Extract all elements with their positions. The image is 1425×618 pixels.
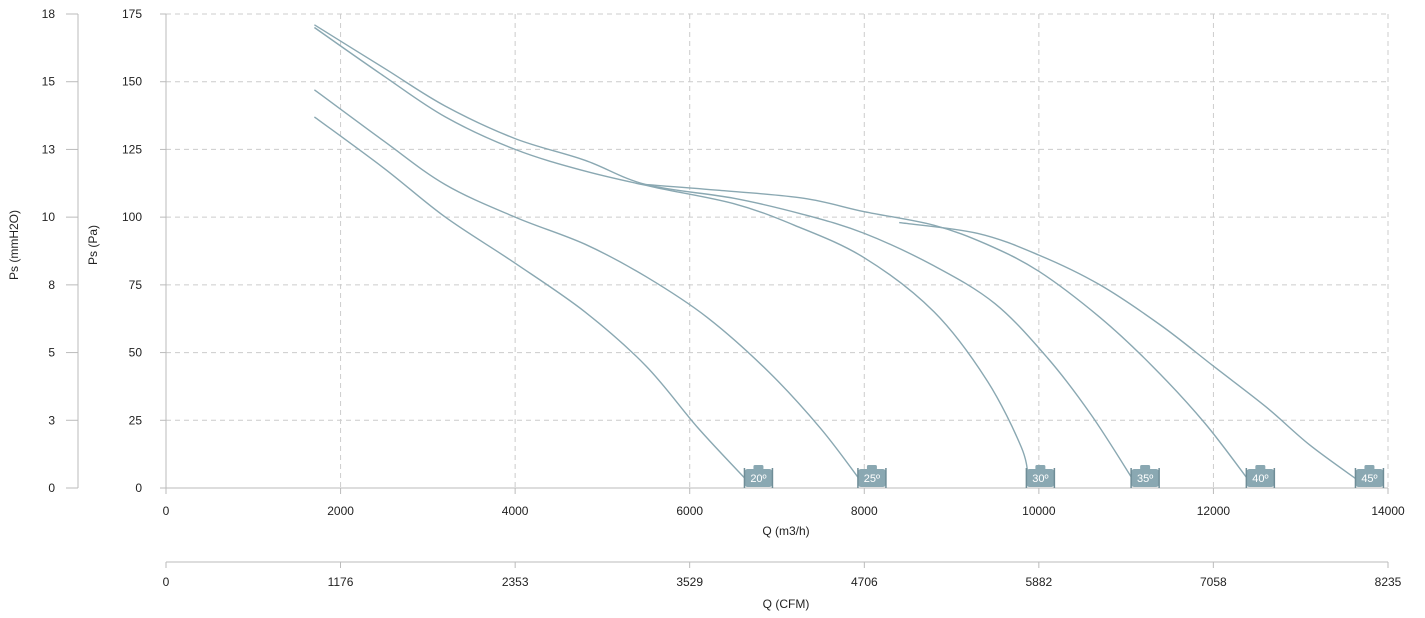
y2-tick-label: 15 — [42, 75, 56, 89]
x-tick-label: 0 — [163, 504, 170, 518]
x-tick-label: 8000 — [851, 504, 878, 518]
curve-label-text: 40º — [1252, 473, 1268, 485]
fan-curves — [313, 24, 1358, 481]
x2-tick-label: 3529 — [676, 575, 703, 589]
curve-label-text: 30º — [1032, 473, 1048, 485]
y-tick-label: 175 — [122, 7, 142, 21]
curve-label-tab — [753, 465, 764, 470]
curve-label-text: 25º — [864, 473, 880, 485]
x2-tick-label: 7058 — [1200, 575, 1227, 589]
curve-label-tab — [1035, 465, 1046, 470]
curve-label-bg — [744, 469, 773, 487]
curve-label-bg — [857, 469, 886, 487]
y-axis-mmh2o: 0 3 5 8 10 13 15 18 — [42, 7, 79, 495]
curve-label-text: 45º — [1361, 473, 1377, 485]
fan-curve-line — [313, 26, 1030, 481]
curve-label-badge: 25º — [857, 465, 887, 488]
y2-tick-label: 13 — [42, 142, 56, 156]
x2-tick-label: 0 — [163, 575, 170, 589]
y-tick-label: 50 — [129, 346, 143, 360]
x-tick-label: 2000 — [327, 504, 354, 518]
x-axis-m3h: 0 2000 4000 6000 8000 10000 12000 14000 — [163, 487, 1405, 518]
curve-label-tab — [1255, 465, 1266, 470]
curve-label-badge: 30º — [1025, 465, 1056, 488]
x-axis-title: Q (m3/h) — [762, 524, 809, 538]
curve-label-text: 20º — [750, 473, 766, 485]
curve-label-tab — [866, 465, 877, 470]
fan-curve-line — [313, 116, 747, 481]
curve-label-tab — [1140, 465, 1151, 470]
curve-label-badge: 35º — [1130, 465, 1160, 488]
x2-tick-label: 4706 — [851, 575, 878, 589]
y2-tick-label: 10 — [42, 210, 56, 224]
fan-curve-line — [314, 24, 1134, 481]
y-tick-label: 125 — [122, 142, 142, 156]
y2-tick-label: 18 — [42, 7, 56, 21]
curve-label-bg — [1026, 469, 1055, 487]
x-axis-cfm: 0 1176 2353 3529 4706 5882 7058 8235 — [163, 561, 1402, 589]
x2-tick-label: 1176 — [328, 575, 354, 589]
curve-label-badge: 20º — [743, 465, 774, 488]
y-axis-title: Ps (Pa) — [86, 225, 100, 265]
x-tick-label: 6000 — [676, 504, 703, 518]
curve-label-badge: 45º — [1354, 465, 1385, 488]
curve-label-bg — [1355, 469, 1384, 487]
curve-label-bg — [1131, 469, 1160, 487]
curve-label-tab — [1364, 465, 1375, 470]
x2-tick-label: 5882 — [1025, 575, 1052, 589]
x-tick-label: 14000 — [1371, 504, 1405, 518]
y2-axis-title: Ps (mmH2O) — [7, 210, 21, 280]
y-axis-pa: 0 25 50 75 100 125 150 175 — [122, 7, 167, 495]
y2-tick-label: 5 — [48, 346, 55, 360]
y-tick-label: 150 — [122, 75, 142, 89]
y-tick-label: 100 — [122, 210, 142, 224]
y-tick-label: 0 — [135, 481, 142, 495]
x-tick-label: 12000 — [1197, 504, 1231, 518]
x-tick-label: 4000 — [502, 504, 529, 518]
grid-lines — [165, 13, 1389, 488]
x2-tick-label: 2353 — [502, 575, 529, 589]
y2-tick-label: 3 — [48, 413, 55, 427]
x2-axis-title: Q (CFM) — [763, 597, 810, 611]
curve-label-badge: 40º — [1245, 465, 1276, 488]
curve-label-text: 35º — [1137, 473, 1153, 485]
y-tick-label: 75 — [129, 278, 143, 292]
y-tick-label: 25 — [129, 413, 143, 427]
curve-labels: 20º 25º 30º 35º 40º 45º — [743, 465, 1385, 488]
curve-label-bg — [1246, 469, 1275, 487]
y2-tick-label: 8 — [48, 278, 55, 292]
fan-curve-line — [899, 221, 1358, 481]
y2-tick-label: 0 — [48, 481, 55, 495]
x2-tick-label: 8235 — [1375, 575, 1402, 589]
fan-curve-line — [313, 89, 861, 481]
fan-curve-line — [646, 183, 1249, 481]
x-tick-label: 10000 — [1022, 504, 1056, 518]
